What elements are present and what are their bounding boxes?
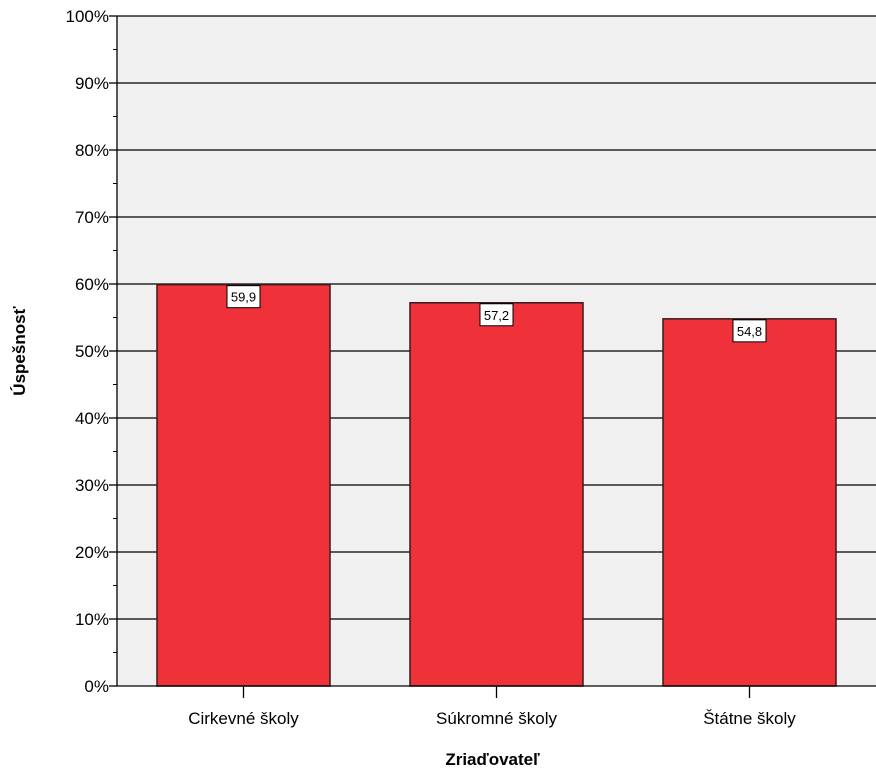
y-axis-title: Úspešnosť bbox=[10, 305, 29, 395]
y-tick-label: 20% bbox=[75, 543, 109, 562]
y-tick-label: 100% bbox=[66, 7, 109, 26]
y-tick-label: 50% bbox=[75, 342, 109, 361]
y-tick-label: 70% bbox=[75, 208, 109, 227]
data-label: 57,2 bbox=[484, 308, 509, 323]
y-tick-label: 40% bbox=[75, 409, 109, 428]
bar bbox=[662, 318, 837, 687]
x-axis-title: Zriaďovateľ bbox=[445, 750, 540, 769]
y-tick-label: 90% bbox=[75, 74, 109, 93]
x-tick-label: Cirkevné školy bbox=[188, 709, 299, 728]
y-tick-label: 30% bbox=[75, 476, 109, 495]
axes bbox=[109, 15, 876, 698]
data-label-box bbox=[226, 285, 261, 309]
y-tick-label: 80% bbox=[75, 141, 109, 160]
data-label-box bbox=[732, 319, 767, 343]
data-label: 59,9 bbox=[231, 290, 256, 305]
y-tick-label: 10% bbox=[75, 610, 109, 629]
data-label-box bbox=[479, 303, 514, 327]
y-tick-label: 0% bbox=[84, 677, 109, 696]
bar bbox=[409, 302, 584, 687]
y-tick-label: 60% bbox=[75, 275, 109, 294]
x-tick-label: Súkromné školy bbox=[436, 709, 557, 728]
bar bbox=[156, 283, 331, 687]
labels: 0% 10% 20% 30% 40% 50% 60% 70% 80% 90% 100% 59,9 Cir… bbox=[66, 7, 797, 728]
data-label: 54,8 bbox=[737, 324, 762, 339]
bars bbox=[156, 283, 837, 687]
x-tick-label: Štátne školy bbox=[703, 709, 796, 728]
